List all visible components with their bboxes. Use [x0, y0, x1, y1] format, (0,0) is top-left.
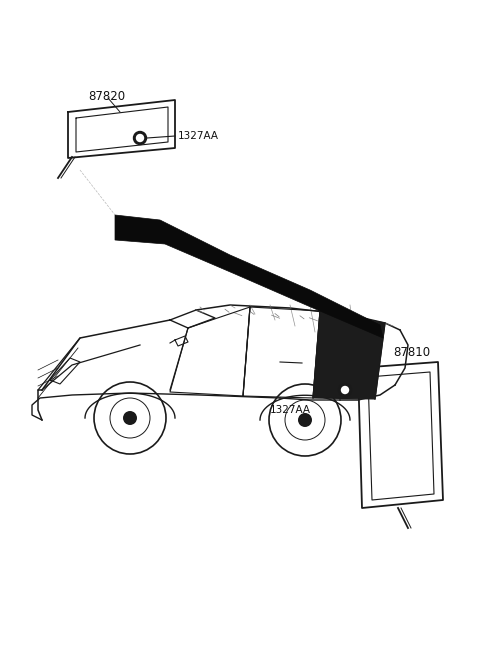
Text: 87820: 87820 [88, 89, 125, 102]
Text: 87810: 87810 [393, 346, 430, 358]
Polygon shape [313, 311, 385, 399]
Circle shape [338, 384, 351, 396]
Circle shape [298, 413, 312, 427]
Circle shape [123, 411, 137, 425]
Polygon shape [115, 215, 383, 338]
Circle shape [136, 134, 144, 142]
Text: 1327AA: 1327AA [270, 405, 311, 415]
Circle shape [133, 131, 146, 144]
Text: 1327AA: 1327AA [178, 131, 219, 141]
Circle shape [341, 386, 348, 394]
